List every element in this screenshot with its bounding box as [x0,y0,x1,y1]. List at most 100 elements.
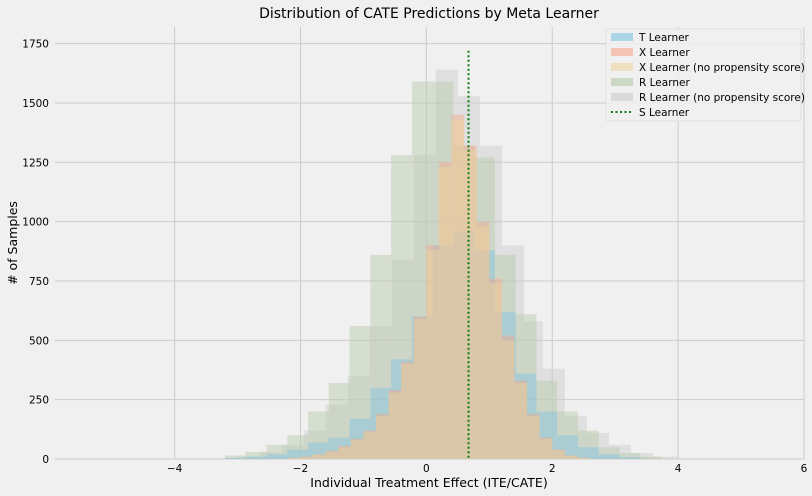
series-x-learner-no-propensity-score- [287,119,590,460]
histogram-bar [630,453,653,459]
histogram-bar [349,326,371,459]
histogram-bar [476,226,490,459]
histogram-bar [350,440,364,459]
x-tick-label: 0 [423,463,430,475]
histogram-bar [300,456,314,459]
histogram-bar [539,437,553,459]
y-axis-ticks: 0 250 500 750 1000 1250 1500 1750 [22,39,49,466]
y-axis-label: # of Samples [5,201,20,285]
histogram-bar [438,162,452,460]
histogram-bar [489,283,502,459]
x-axis-ticks: −4 −2 0 2 4 6 [167,463,808,475]
histogram-bar [598,447,620,459]
histogram-bar [300,456,314,459]
histogram-bar [266,444,288,459]
histogram-bar [287,457,301,459]
histogram-bar [411,316,433,459]
legend-swatch [611,93,633,101]
y-tick-label: 0 [42,454,49,466]
histogram-bar [598,454,620,459]
histogram-bar [527,416,540,459]
histogram-bar [338,445,351,459]
legend-item: X Learner (no propensity score) [611,62,805,74]
histogram-bar [577,457,590,459]
histogram-bar [552,449,565,459]
histogram-bar [474,157,495,460]
histogram-bar [224,455,246,459]
histogram-bar [464,145,477,459]
x-tick-label: −4 [167,463,183,475]
y-tick-label: 1500 [22,98,49,110]
histogram-bar [640,456,662,459]
histogram-bars [224,69,704,460]
y-tick-label: 1250 [22,157,49,169]
histogram-bar [536,411,558,459]
histogram-bar [515,373,537,459]
histogram-bar [619,453,641,459]
legend-box [605,28,802,122]
x-axis-label: Individual Treatment Effect (ITE/CATE) [310,475,547,490]
histogram-bar [287,449,309,459]
histogram-bar [552,449,565,459]
histogram-bar [376,416,389,459]
histogram-bar [308,411,329,459]
histogram-bar [308,442,329,459]
legend-label: X Learner (no propensity score) [639,62,805,74]
histogram-bar [426,250,439,459]
legend-item: X Learner [611,47,690,59]
histogram-bar [328,383,350,459]
histogram-bar [527,413,540,459]
histogram-bar [363,431,376,459]
histogram-bar [564,455,578,459]
legend-label: S Learner [639,107,690,119]
histogram-bar [401,364,414,459]
histogram-bar [245,456,267,459]
histogram-bar [514,380,528,459]
x-tick-label: 6 [801,463,808,475]
histogram-bar [619,457,641,459]
histogram-bar [577,457,590,459]
histogram-bar [287,457,301,459]
x-tick-label: −2 [293,463,308,475]
histogram-bar [464,150,477,459]
legend-swatch [611,48,633,56]
legend-item: R Learner (no propensity score) [611,92,805,104]
histogram-bar [501,340,515,459]
histogram-bar [376,413,389,459]
histogram-bar [224,457,246,459]
histogram-bar [313,454,326,459]
legend-item: R Learner [611,77,690,89]
histogram-bar [370,387,392,459]
histogram-bar [388,392,402,459]
histogram-bar [678,458,704,459]
x-tick-label: 4 [675,463,682,475]
histogram-bar [338,447,351,459]
legend-item: S Learner [611,107,690,119]
legend-swatch [611,78,633,86]
histogram-bar [557,411,579,459]
histogram-bar [266,454,288,459]
histogram-bar [413,316,427,459]
y-tick-label: 1000 [22,217,49,229]
histogram-bar [476,221,490,459]
series-r-learner [224,81,662,460]
histogram-bar [411,81,433,459]
histogram-bar [451,119,465,460]
legend-label: R Learner (no propensity score) [639,92,805,104]
legend-label: R Learner [639,77,690,89]
histogram-bar [536,380,558,459]
histogram-bar [325,450,339,459]
y-tick-label: 250 [29,395,49,407]
histogram-bar [401,361,414,459]
histogram-bar [328,437,350,459]
histogram-bar [391,359,412,459]
histogram-bar [363,430,376,459]
histogram-bar [514,383,528,459]
y-tick-label: 1750 [22,39,49,51]
histogram-bar [388,390,402,459]
histogram-bar [494,254,516,459]
histogram-bar [370,254,392,459]
legend-label: X Learner [639,47,690,59]
histogram-bar [325,451,339,459]
histogram-bar [413,318,427,459]
